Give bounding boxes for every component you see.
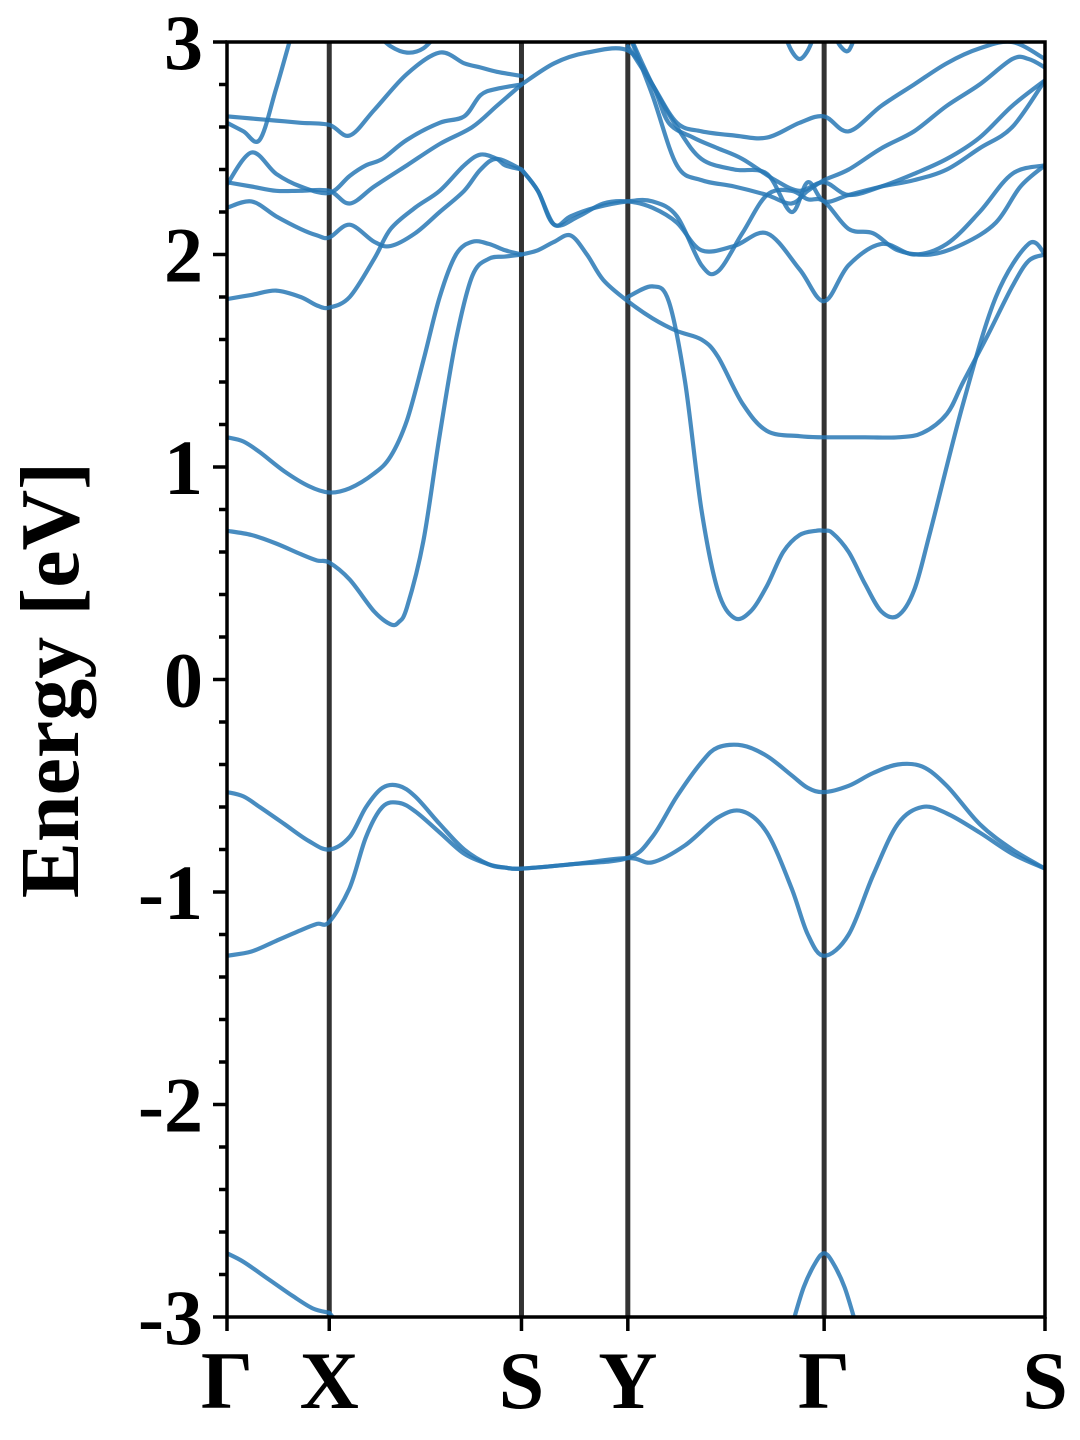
y-tick-label: 0 bbox=[164, 637, 203, 724]
band-line bbox=[227, 152, 524, 311]
band-line bbox=[227, 252, 524, 628]
y-tick-label: 1 bbox=[164, 424, 203, 511]
band-line bbox=[227, 156, 524, 249]
band-line bbox=[227, 742, 1045, 871]
high-symmetry-lines bbox=[326, 42, 827, 1317]
k-point-label: S bbox=[499, 1335, 545, 1426]
k-point-label: Y bbox=[598, 1335, 657, 1426]
y-tick-label: -3 bbox=[138, 1274, 203, 1361]
band-line bbox=[227, 50, 524, 138]
band-line bbox=[327, 1310, 336, 1317]
band-line bbox=[227, 800, 1045, 958]
k-point-label: Γ bbox=[201, 1335, 253, 1426]
y-axis-label: Energy [eV] bbox=[4, 462, 97, 898]
k-point-label: Γ bbox=[798, 1335, 850, 1426]
plot-frame bbox=[225, 40, 1047, 1319]
band-line bbox=[519, 163, 1045, 304]
band-line bbox=[519, 163, 1045, 277]
band-line bbox=[625, 42, 1045, 141]
y-axis-ticks: -3 -2 -1 0 1 2 3 bbox=[138, 0, 227, 1361]
band-line bbox=[785, 42, 815, 62]
energy-bands bbox=[227, 42, 1045, 1317]
band-line bbox=[519, 232, 1045, 440]
band-line bbox=[630, 42, 1045, 215]
y-tick-label: -1 bbox=[138, 849, 203, 936]
band-line bbox=[227, 1251, 332, 1315]
band-line bbox=[227, 239, 524, 495]
band-line bbox=[227, 82, 524, 206]
k-point-label: X bbox=[300, 1335, 359, 1426]
y-tick-label: 2 bbox=[164, 212, 203, 299]
band-line bbox=[629, 42, 1045, 206]
band-line bbox=[792, 1251, 856, 1317]
band-line bbox=[519, 46, 1045, 198]
y-tick-label: 3 bbox=[164, 0, 203, 86]
band-line bbox=[227, 42, 292, 144]
band-line bbox=[835, 42, 856, 54]
k-point-label: S bbox=[1022, 1335, 1068, 1426]
band-line bbox=[625, 240, 1045, 622]
y-tick-label: -2 bbox=[138, 1062, 203, 1149]
band-line bbox=[227, 82, 524, 196]
